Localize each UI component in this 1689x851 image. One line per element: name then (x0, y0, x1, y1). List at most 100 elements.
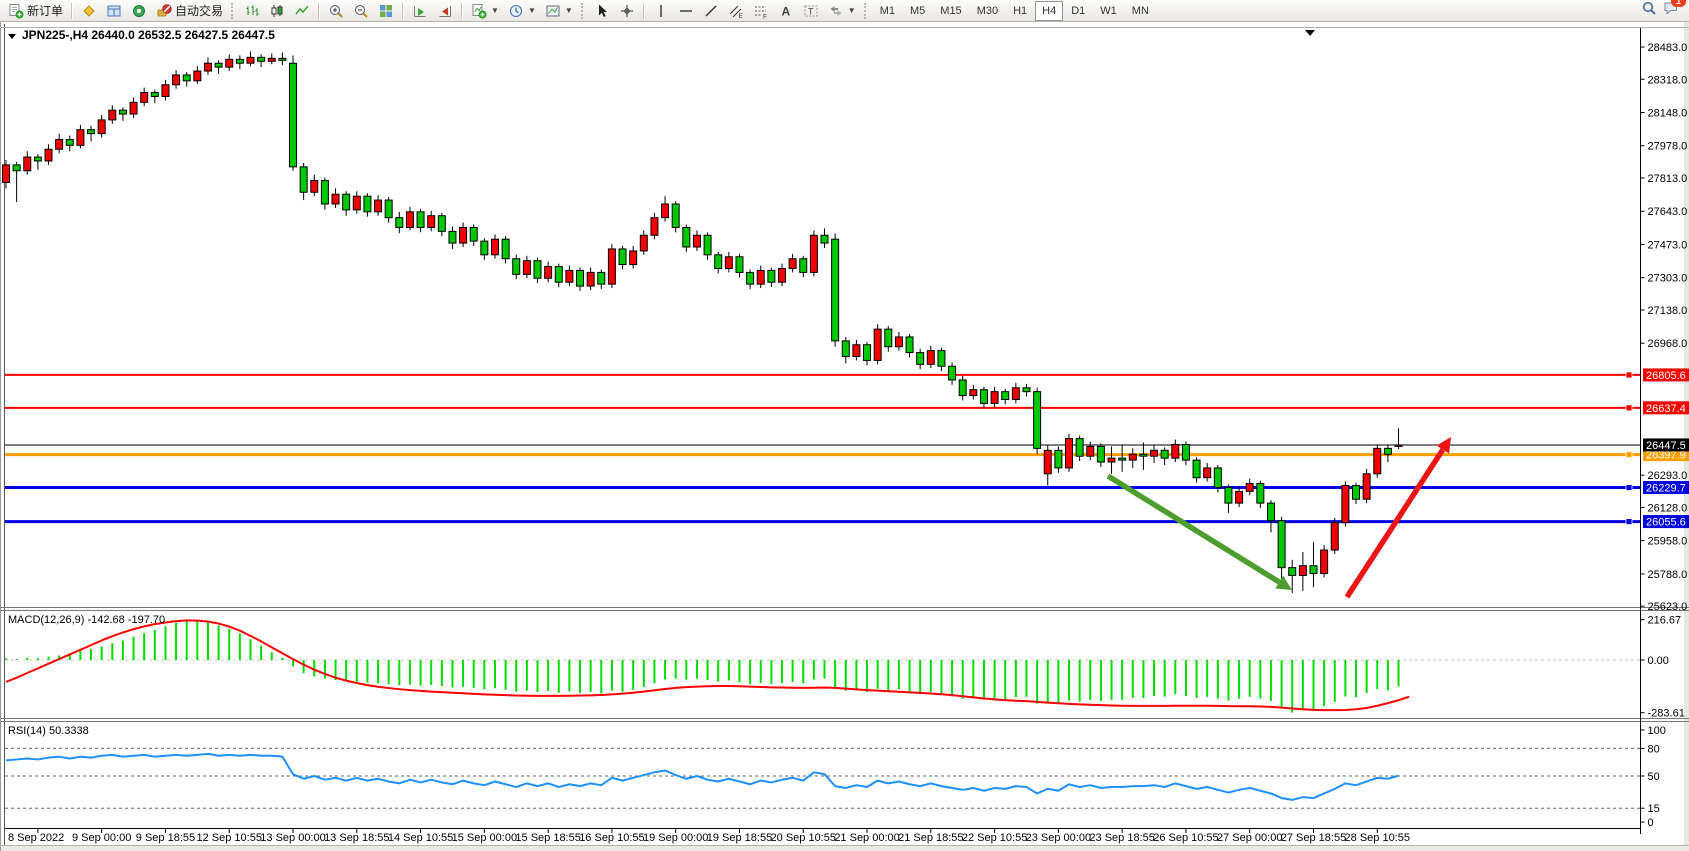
cursor-tool-button[interactable] (590, 0, 614, 22)
dropdown-arrow-icon[interactable]: ▼ (491, 6, 499, 15)
line-chart-button[interactable] (290, 0, 314, 22)
candle (2, 164, 10, 183)
crosshair-icon (620, 4, 633, 17)
zoom-out-button[interactable] (349, 0, 373, 22)
timeframe-h4-button[interactable]: H4 (1035, 0, 1064, 21)
resistance-line-1-handle[interactable] (1625, 371, 1633, 379)
chat-button[interactable]: 1 (1663, 0, 1686, 21)
candle-chart-icon (271, 4, 283, 17)
auto-scroll-button[interactable] (408, 0, 432, 22)
candle (405, 211, 414, 228)
candle (671, 203, 680, 228)
candle (23, 156, 32, 172)
axis-tick-label: 28483.0 (1648, 42, 1688, 54)
timeframe-m30-button[interactable]: M30 (976, 4, 999, 17)
trend-arrows (1106, 437, 1451, 599)
dropdown-arrow-icon[interactable]: ▼ (564, 6, 573, 15)
axis-tick-label: 100 (1648, 725, 1666, 737)
timeframe-mn-button[interactable]: MN (1131, 4, 1149, 17)
support-line-1-handle[interactable] (1625, 484, 1633, 491)
auto-trading-button[interactable]: 自动交易 (152, 0, 227, 22)
candle (1277, 520, 1286, 569)
dropdown-arrow-icon[interactable]: ▼ (527, 6, 536, 15)
axis-tick-label: 25788.0 (1648, 569, 1688, 581)
periods-button[interactable]: ▼ (504, 0, 540, 22)
tile-windows-button[interactable] (374, 0, 398, 22)
candle (990, 391, 999, 404)
candle (299, 166, 308, 193)
shapes-tool[interactable]: ▼ (824, 0, 860, 22)
candle (767, 269, 776, 283)
data-window-button[interactable] (102, 0, 126, 22)
fibonacci-tool[interactable]: F (749, 0, 773, 22)
trendline-tool[interactable] (699, 0, 723, 22)
bullish-move-arrow-head[interactable] (1436, 437, 1451, 454)
candle (1203, 467, 1212, 479)
axis-tick-label: 216.67 (1648, 615, 1682, 627)
one-click-trading-arrow-icon[interactable] (8, 34, 16, 39)
axis-tick-label: 27303.0 (1648, 273, 1688, 285)
bullish-move-arrow[interactable] (1344, 448, 1446, 599)
resistance-line-2-price-label: 26637.4 (1643, 401, 1689, 415)
candle (533, 260, 542, 279)
time-tick-label: 23 Sep 18:55 (1089, 832, 1154, 844)
candle (1086, 445, 1095, 457)
candle (799, 258, 808, 273)
bearish-move-arrow-head[interactable] (1275, 575, 1292, 590)
candlestick-chart-button[interactable] (265, 0, 289, 22)
navigator-button[interactable] (127, 0, 151, 22)
candle (225, 58, 234, 68)
vertical-line-tool[interactable] (649, 0, 673, 22)
timeframe-m1-button[interactable]: M1 (879, 4, 895, 17)
dropdown-arrow-icon[interactable]: ▼ (847, 6, 856, 15)
scroll-shift-marker-icon[interactable] (1305, 30, 1315, 36)
axis-tick-label: 15 (1648, 803, 1660, 815)
time-tick-label: 21 Sep 00:00 (834, 832, 899, 844)
chart-shift-button[interactable] (433, 0, 457, 22)
crosshair-tool-button[interactable] (615, 0, 639, 22)
rsi-line (5, 752, 1399, 801)
timeframe-d1-button[interactable]: D1 (1071, 4, 1086, 17)
candle (735, 256, 744, 273)
candle (618, 248, 627, 266)
horizontal-line-tool[interactable] (674, 0, 698, 22)
search-button[interactable] (1641, 0, 1657, 21)
candle (852, 344, 861, 357)
zoom-in-button[interactable] (324, 0, 348, 22)
svg-text:26637.4: 26637.4 (1646, 403, 1686, 415)
channel-tool[interactable]: E (724, 0, 748, 22)
candle (331, 193, 340, 205)
candle (1011, 387, 1020, 400)
candle (140, 92, 149, 103)
timeframe-m15-button[interactable]: M15 (940, 4, 962, 17)
timeframe-w1-button[interactable]: W1 (1100, 4, 1117, 17)
bar-chart-button[interactable] (240, 0, 264, 22)
text-tool[interactable]: A (774, 0, 798, 22)
candle (12, 164, 21, 172)
new-order-button[interactable]: 新订单 (4, 0, 67, 22)
candle (1320, 549, 1329, 574)
candle (1362, 473, 1371, 500)
support-line-2-handle[interactable] (1625, 518, 1633, 525)
time-axis: 8 Sep 2022 9 Sep 00:00 9 Sep 18:55 12 Sep 1… (8, 828, 1410, 844)
candle (384, 199, 393, 219)
svg-text:E: E (738, 13, 743, 19)
resistance-line-2-handle[interactable] (1625, 404, 1633, 412)
axis-tick-label: 50 (1648, 771, 1660, 783)
text-label-tool[interactable]: T (799, 0, 823, 22)
candle (1075, 438, 1084, 457)
pivot-line-handle[interactable] (1625, 451, 1633, 459)
timeframe-m5-button[interactable]: M5 (910, 4, 926, 17)
toolbar: 新订单 自动交易 ▼ ▼ ▼ E F A T ▼ M1 M5 M15 M30 H1 H4 D1 W1 MN 1 (0, 0, 1689, 22)
time-tick-label: 27 Sep 00:00 (1217, 832, 1282, 844)
candle (267, 57, 276, 62)
time-tick-label: 9 Sep 00:00 (72, 832, 131, 844)
time-tick-label: 28 Sep 10:55 (1345, 832, 1410, 844)
new-chart-button[interactable]: ▼ (467, 0, 503, 22)
templates-button[interactable]: ▼ (541, 0, 577, 22)
bearish-move-arrow[interactable] (1106, 473, 1281, 585)
toolbar-separator (642, 2, 645, 19)
symbols-button[interactable] (77, 0, 101, 22)
timeframe-h1-button[interactable]: H1 (1013, 4, 1028, 17)
new-order-icon (9, 3, 24, 18)
